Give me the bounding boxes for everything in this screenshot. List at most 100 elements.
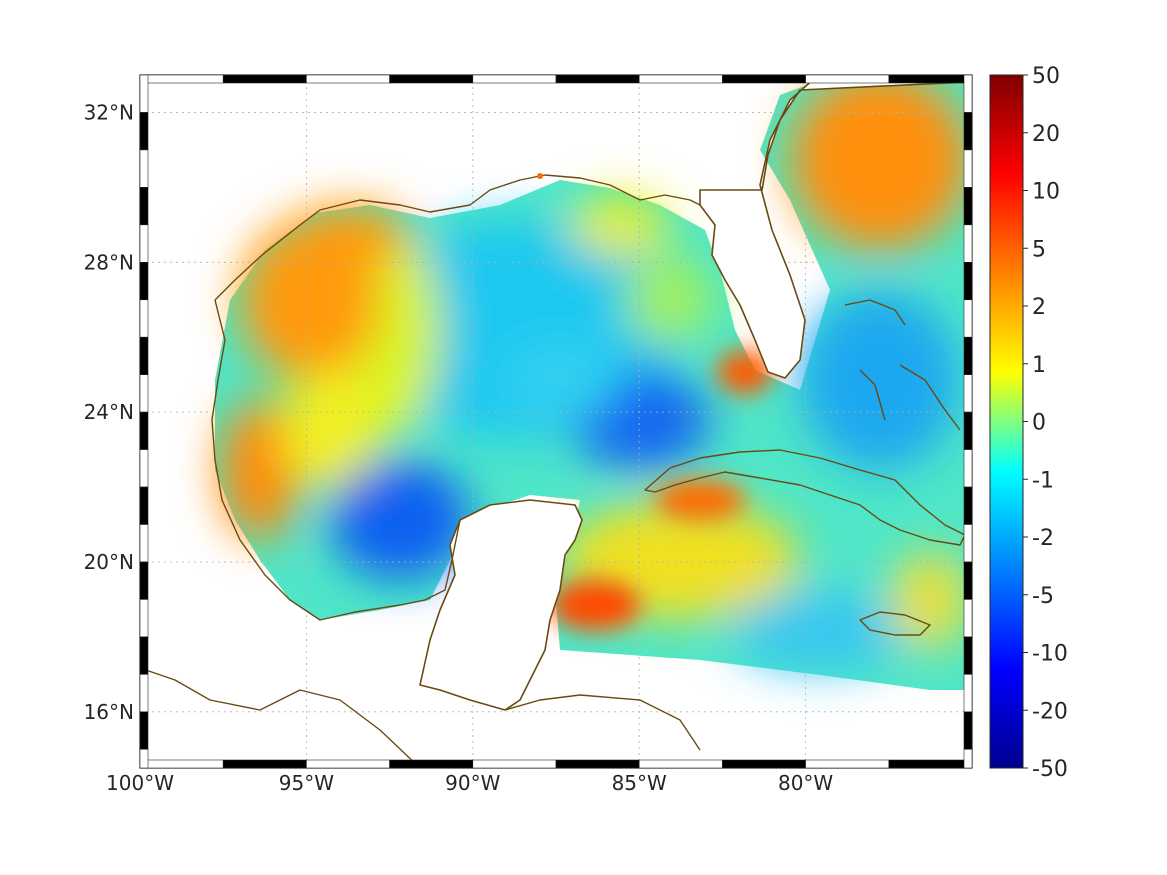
field-green-florida-shelf	[625, 255, 715, 345]
hotspot-caribbean-west	[550, 580, 640, 630]
border-band-left	[139, 449, 149, 488]
lon-tick-label: 90°W	[445, 771, 500, 795]
border-band-top	[722, 74, 806, 84]
border-band-top	[555, 74, 640, 84]
border-band-right	[963, 149, 973, 188]
land-central-america	[140, 667, 701, 768]
border-band-right	[963, 374, 973, 413]
colorbar-tick-label: -2	[1032, 526, 1054, 551]
border-band-top	[306, 74, 390, 84]
border-band-left	[139, 411, 149, 450]
field-orange-atlantic	[790, 75, 970, 250]
border-band-left	[139, 336, 149, 375]
lon-tick-label: 85°W	[612, 771, 667, 795]
border-band-right	[963, 711, 973, 750]
border-band-left	[139, 524, 149, 563]
border-band-left	[139, 149, 149, 188]
border-band-right	[963, 486, 973, 525]
border-band-left	[139, 486, 149, 525]
border-band-left	[139, 636, 149, 675]
lat-tick-label: 20°N	[84, 550, 134, 574]
field-green-mid	[500, 340, 620, 420]
land-us-gulf-coast	[214, 174, 701, 301]
coastlines	[140, 77, 969, 768]
lat-tick-label: 28°N	[84, 250, 134, 274]
border-band-right	[963, 524, 973, 563]
border-band-bottom	[805, 759, 890, 769]
border-band-right	[963, 599, 973, 638]
border-band-left	[139, 711, 149, 750]
border-band-right	[963, 261, 973, 301]
border-band-left	[139, 561, 149, 600]
border-band-left	[139, 187, 149, 226]
colorbar-tick-label: 20	[1032, 122, 1060, 147]
border-band-left	[139, 599, 149, 638]
land-bahamas	[844, 299, 961, 431]
map-border-ticks	[139, 74, 973, 769]
lat-tick-label: 32°N	[84, 100, 134, 124]
colorbar-tick-label: -10	[1032, 642, 1068, 667]
border-band-left	[139, 224, 149, 263]
border-band-bottom	[638, 759, 723, 769]
border-band-bottom	[222, 759, 307, 769]
border-band-right	[963, 561, 973, 600]
lon-tick-label: 95°W	[279, 771, 334, 795]
border-band-left	[139, 748, 149, 769]
field-yellow-west	[280, 370, 380, 490]
border-band-bottom	[555, 759, 640, 769]
border-band-top	[222, 74, 307, 84]
border-band-left	[139, 112, 149, 151]
border-band-bottom	[888, 759, 973, 769]
border-band-top	[888, 74, 973, 84]
border-band-right	[963, 411, 973, 450]
border-band-top	[389, 74, 474, 84]
land-jamaica	[859, 611, 931, 636]
border-band-right	[963, 74, 973, 113]
border-band-right	[963, 299, 973, 338]
lon-tick-label: 80°W	[778, 771, 833, 795]
field-yellow-east-caribbean	[890, 550, 970, 650]
colorbar-tick-label: -5	[1032, 584, 1054, 609]
colorbar-tick-label: 50	[1032, 64, 1060, 89]
hotspot-cuba	[655, 480, 745, 520]
colorbar-tick-label: 5	[1032, 237, 1046, 262]
field-blue-campeche	[330, 460, 470, 580]
land-florida	[699, 77, 969, 379]
colorbar-tick-label: -1	[1032, 468, 1054, 493]
border-band-top	[472, 74, 557, 84]
lat-tick-label: 16°N	[84, 700, 134, 724]
field-yellow-northgulf	[570, 195, 670, 255]
lon-tick-label: 100°W	[106, 771, 174, 795]
border-band-bottom	[389, 759, 474, 769]
border-band-right	[963, 336, 973, 375]
border-band-right	[963, 674, 973, 713]
border-band-top	[139, 74, 224, 84]
colorbar-tick-label: 2	[1032, 295, 1046, 320]
land-cuba	[644, 449, 966, 546]
land-mississippi-delta	[537, 173, 543, 179]
hotspot-loop-current	[717, 350, 773, 394]
border-band-right	[963, 636, 973, 675]
border-band-top	[638, 74, 723, 84]
border-band-bottom	[139, 759, 224, 769]
border-band-bottom	[722, 759, 806, 769]
field-cyan-atlantic	[800, 290, 960, 470]
lat-axis-labels: 32°N 28°N 24°N 20°N 16°N	[84, 100, 134, 723]
border-band-right	[963, 449, 973, 488]
border-band-left	[139, 299, 149, 338]
lat-tick-label: 24°N	[84, 400, 134, 424]
colorbar-tick-label: 10	[1032, 180, 1060, 205]
map-plot-area	[139, 74, 973, 769]
border-band-left	[139, 374, 149, 413]
colorbar-tick-label: 1	[1032, 353, 1046, 378]
border-band-right	[963, 112, 973, 151]
field-orange-southwest	[220, 400, 300, 540]
border-band-right	[963, 748, 973, 769]
border-band-right	[963, 224, 973, 263]
colorbar-gradient	[989, 74, 1024, 769]
border-band-left	[139, 261, 149, 301]
lon-axis-labels: 100°W 95°W 90°W 85°W 80°W	[106, 771, 833, 795]
